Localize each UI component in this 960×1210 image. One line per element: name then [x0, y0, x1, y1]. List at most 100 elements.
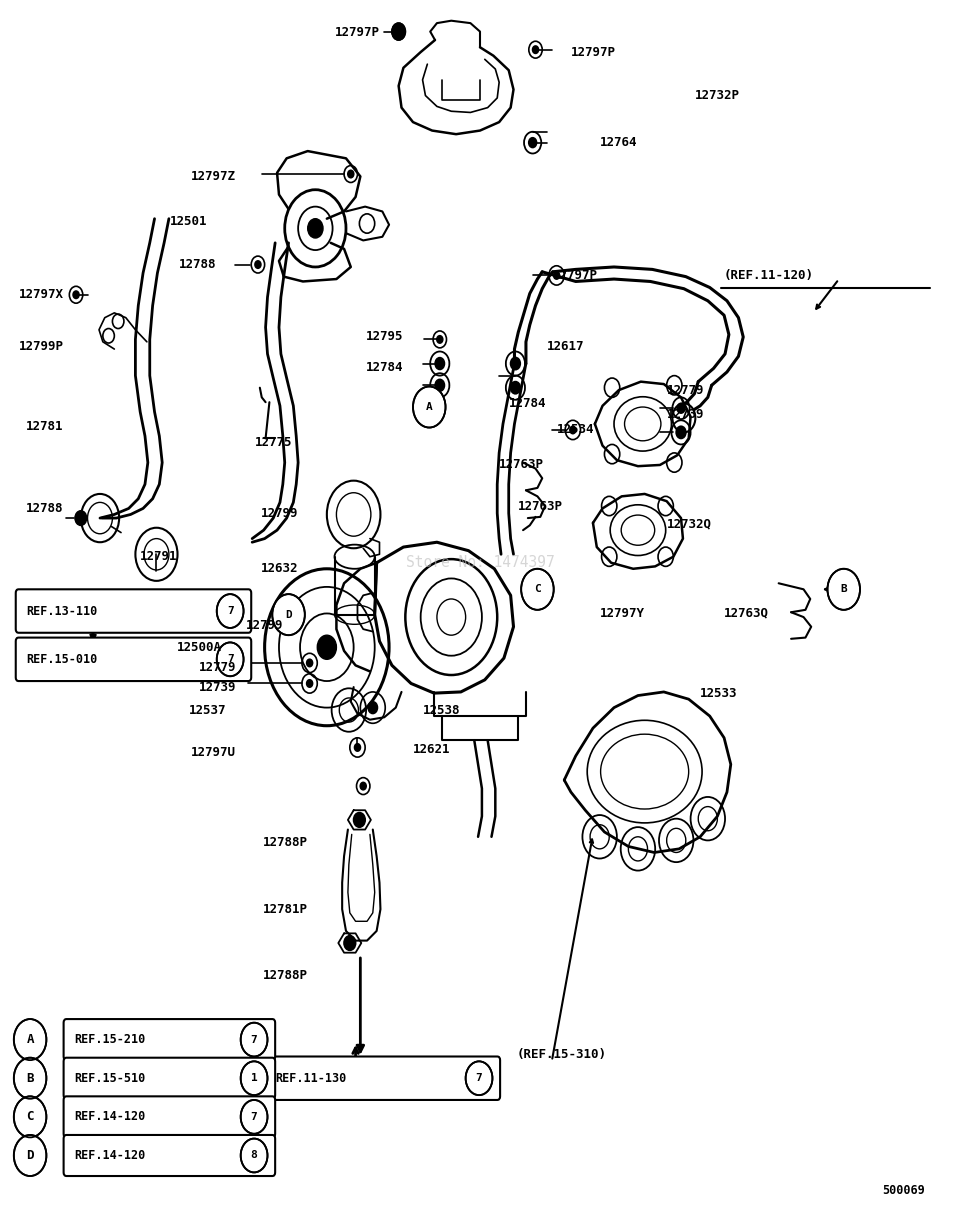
Circle shape: [353, 813, 365, 828]
Circle shape: [360, 783, 366, 790]
Circle shape: [344, 935, 355, 950]
Text: 12797P: 12797P: [334, 27, 379, 39]
Text: 12797P: 12797P: [553, 269, 598, 282]
Circle shape: [672, 403, 695, 432]
Text: REF.11-130: REF.11-130: [276, 1072, 347, 1084]
Circle shape: [533, 46, 539, 53]
Text: 12797U: 12797U: [191, 745, 236, 759]
Circle shape: [241, 1061, 268, 1095]
Text: 12739: 12739: [199, 680, 236, 693]
FancyBboxPatch shape: [63, 1058, 276, 1099]
Text: 7: 7: [227, 655, 233, 664]
Circle shape: [413, 386, 445, 427]
Circle shape: [570, 426, 576, 433]
Circle shape: [317, 635, 336, 659]
Text: 12799: 12799: [260, 507, 299, 520]
FancyBboxPatch shape: [15, 638, 252, 681]
Circle shape: [73, 292, 79, 299]
FancyBboxPatch shape: [63, 1096, 276, 1137]
Text: 12799P: 12799P: [18, 340, 63, 353]
Text: 12732Q: 12732Q: [666, 518, 711, 531]
Text: 12781P: 12781P: [263, 903, 308, 916]
FancyBboxPatch shape: [265, 1056, 500, 1100]
FancyBboxPatch shape: [63, 1135, 276, 1176]
Text: 12732P: 12732P: [695, 90, 740, 102]
Circle shape: [241, 1100, 268, 1134]
Text: 12788P: 12788P: [263, 969, 308, 983]
Circle shape: [307, 680, 313, 687]
Circle shape: [511, 381, 520, 393]
Text: B: B: [26, 1072, 34, 1084]
Text: A: A: [426, 402, 433, 413]
Text: 12632: 12632: [260, 563, 299, 575]
Text: 12797P: 12797P: [571, 46, 616, 58]
Text: REF.13-110: REF.13-110: [26, 605, 98, 617]
Text: 12784: 12784: [509, 397, 546, 410]
Text: 7: 7: [251, 1112, 257, 1122]
Circle shape: [435, 379, 444, 391]
Text: 12779: 12779: [666, 384, 704, 397]
Circle shape: [308, 219, 323, 238]
Text: 12797Y: 12797Y: [600, 607, 645, 620]
Text: 12763Q: 12763Q: [724, 607, 769, 620]
Text: REF.15-210: REF.15-210: [74, 1033, 145, 1047]
Circle shape: [437, 599, 466, 635]
Text: (REF.15-310): (REF.15-310): [516, 1048, 607, 1061]
Text: 12788: 12788: [26, 502, 63, 515]
Circle shape: [241, 1022, 268, 1056]
Circle shape: [554, 272, 560, 280]
Text: C: C: [534, 584, 540, 594]
Circle shape: [392, 23, 405, 40]
Text: B: B: [840, 584, 847, 594]
Text: REF.15-510: REF.15-510: [74, 1072, 145, 1084]
Text: 12799: 12799: [247, 620, 284, 632]
Text: D: D: [285, 610, 292, 620]
Circle shape: [217, 643, 244, 676]
Text: 12617: 12617: [547, 340, 585, 353]
Text: 12537: 12537: [189, 703, 227, 716]
Text: 12797X: 12797X: [18, 288, 63, 301]
Text: 12534: 12534: [557, 424, 594, 437]
Circle shape: [348, 171, 353, 178]
Circle shape: [368, 702, 377, 714]
Text: 7: 7: [475, 1073, 483, 1083]
FancyBboxPatch shape: [63, 1019, 276, 1060]
Text: 12739: 12739: [666, 408, 704, 421]
Text: 8: 8: [251, 1151, 257, 1160]
Circle shape: [828, 569, 860, 610]
Text: 12779: 12779: [199, 662, 236, 674]
Text: (REF.11-120): (REF.11-120): [724, 269, 814, 282]
Text: 12797Z: 12797Z: [191, 169, 236, 183]
Text: REF.15-010: REF.15-010: [26, 653, 98, 666]
Circle shape: [676, 426, 685, 438]
Text: 12764: 12764: [600, 137, 637, 149]
Text: 12763P: 12763P: [518, 500, 564, 513]
Circle shape: [466, 1061, 492, 1095]
Text: 12781: 12781: [26, 420, 63, 433]
Text: 12795: 12795: [366, 330, 403, 344]
Text: 12788P: 12788P: [263, 836, 308, 849]
Circle shape: [354, 744, 360, 751]
Text: 500069: 500069: [882, 1185, 925, 1197]
Text: 12500A: 12500A: [177, 641, 222, 653]
Circle shape: [13, 1096, 46, 1137]
Text: 12784: 12784: [366, 361, 403, 374]
Circle shape: [529, 138, 537, 148]
Circle shape: [307, 659, 313, 667]
Text: 12791: 12791: [140, 551, 178, 563]
Text: Store No: 1474397: Store No: 1474397: [406, 555, 554, 570]
Text: C: C: [26, 1111, 34, 1123]
Circle shape: [435, 357, 444, 369]
Circle shape: [75, 511, 86, 525]
Text: 12775: 12775: [255, 436, 293, 449]
Circle shape: [13, 1058, 46, 1099]
Circle shape: [511, 357, 520, 369]
Text: 12621: 12621: [413, 743, 450, 756]
Circle shape: [255, 261, 261, 269]
Circle shape: [521, 569, 554, 610]
Circle shape: [273, 594, 305, 635]
Circle shape: [677, 403, 684, 413]
Text: 1: 1: [251, 1073, 257, 1083]
Text: D: D: [26, 1150, 34, 1162]
Text: 12763P: 12763P: [499, 459, 544, 472]
